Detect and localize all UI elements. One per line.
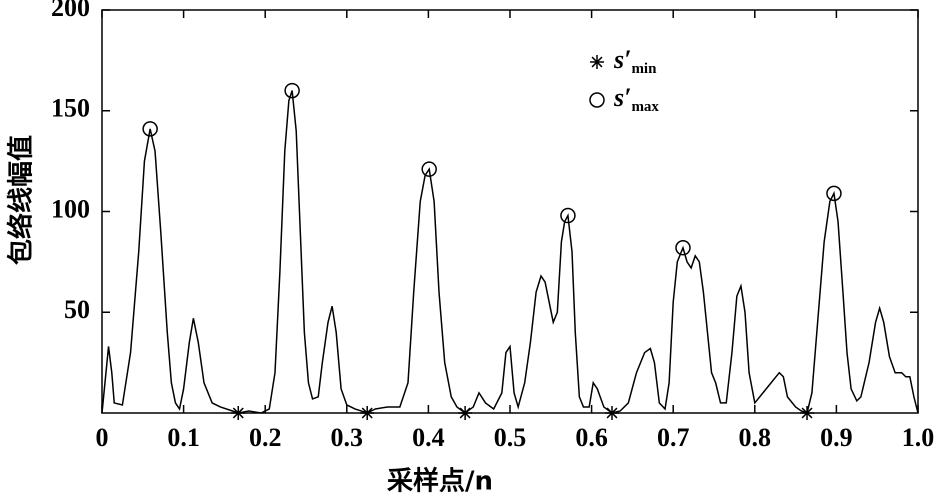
- min-marker: [360, 406, 375, 420]
- max-marker: [284, 82, 300, 99]
- x-tick-label: 0.5: [494, 423, 527, 452]
- x-tick-label: 1.0: [902, 423, 935, 452]
- legend-name: s′: [613, 83, 631, 112]
- x-tick-label: 0.6: [575, 423, 608, 452]
- max-marker: [142, 121, 158, 137]
- max-marker: [560, 207, 576, 224]
- legend-subscript: max: [631, 99, 659, 115]
- legend-symbol: [589, 92, 605, 108]
- min-marker: [605, 406, 619, 420]
- legend-label: s′min: [613, 45, 657, 77]
- max-marker: [675, 240, 691, 256]
- max-marker: [826, 185, 842, 202]
- x-axis-label: 采样点/n: [387, 466, 493, 497]
- x-tick-label: 0.1: [167, 423, 200, 452]
- legend-symbol: [590, 55, 604, 69]
- max-marker: [421, 161, 437, 177]
- min-marker: [231, 406, 246, 420]
- y-axis-label: 包络线幅值: [6, 135, 37, 265]
- x-tick-label: 0.3: [331, 423, 364, 452]
- x-tick-label: 0.9: [820, 423, 853, 452]
- y-tick-label: 50: [64, 295, 90, 324]
- legend-name: s′: [613, 45, 631, 74]
- min-marker: [458, 406, 473, 420]
- x-tick-label: 0.8: [739, 423, 772, 452]
- legend-label: s′max: [613, 83, 659, 115]
- min-marker: [800, 406, 815, 420]
- x-tick-label: 0.2: [249, 423, 282, 452]
- x-tick-label: 0: [96, 423, 109, 452]
- y-tick-label: 100: [51, 194, 90, 223]
- envelope-line: [101, 90, 919, 414]
- y-tick-label: 150: [51, 94, 90, 123]
- y-tick-label: 200: [51, 0, 90, 22]
- x-tick-label: 0.4: [412, 423, 445, 452]
- x-tick-label: 0.7: [657, 423, 690, 452]
- legend-subscript: min: [631, 61, 657, 77]
